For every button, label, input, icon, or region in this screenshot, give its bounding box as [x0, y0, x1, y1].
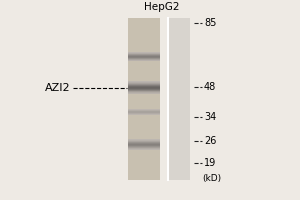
Bar: [128, 86, 160, 87]
Text: 34: 34: [204, 112, 216, 122]
Bar: [128, 148, 160, 149]
Text: 26: 26: [204, 136, 216, 146]
Text: 85: 85: [204, 18, 216, 28]
Bar: [128, 146, 160, 147]
Bar: [128, 18, 160, 180]
Bar: [128, 141, 160, 142]
Bar: [128, 81, 160, 82]
Text: 48: 48: [204, 82, 216, 92]
Bar: [128, 82, 160, 83]
Text: 19: 19: [204, 158, 216, 168]
Bar: [168, 18, 190, 180]
Bar: [128, 147, 160, 148]
Bar: [128, 91, 160, 92]
Text: HepG2: HepG2: [144, 2, 179, 12]
Bar: [128, 84, 160, 85]
Bar: [128, 85, 160, 86]
Bar: [128, 88, 160, 89]
Bar: [128, 144, 160, 145]
Bar: [128, 140, 160, 141]
Bar: [128, 87, 160, 88]
Bar: [128, 90, 160, 91]
Bar: [128, 83, 160, 84]
Text: AZI2: AZI2: [45, 83, 70, 93]
Bar: [128, 142, 160, 143]
Bar: [128, 149, 160, 150]
Bar: [128, 143, 160, 144]
Text: (kD): (kD): [202, 174, 221, 183]
Bar: [128, 92, 160, 93]
Bar: [128, 145, 160, 146]
Bar: [128, 89, 160, 90]
Bar: [128, 93, 160, 94]
Bar: [128, 139, 160, 140]
